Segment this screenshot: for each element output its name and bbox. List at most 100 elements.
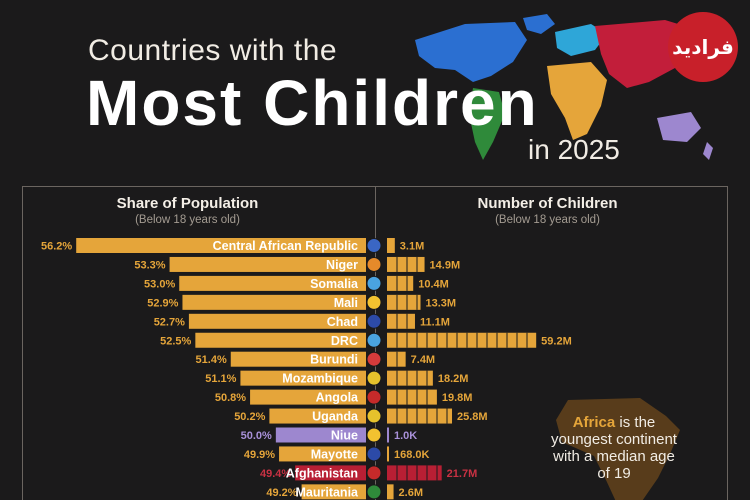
callout-text: is the youngest continent with a median … bbox=[551, 414, 677, 482]
children-value-label: 10.4M bbox=[418, 278, 449, 290]
country-label: Mali bbox=[334, 296, 358, 310]
country-label: Somalia bbox=[310, 277, 359, 291]
map-north-america bbox=[415, 22, 527, 82]
children-bar bbox=[387, 465, 442, 481]
children-bar bbox=[387, 238, 395, 253]
children-bar bbox=[387, 332, 537, 348]
map-south-america bbox=[469, 88, 505, 160]
share-bar bbox=[240, 370, 366, 386]
children-value-label: 18.2M bbox=[438, 373, 469, 385]
right-panel-subtitle: (Below 18 years old) bbox=[495, 214, 600, 226]
share-bar bbox=[76, 238, 366, 253]
country-label: Niger bbox=[326, 258, 358, 272]
children-value-label: 14.9M bbox=[430, 259, 461, 271]
children-bar bbox=[387, 275, 414, 291]
country-label: Angola bbox=[316, 391, 359, 405]
share-value-label: 52.5% bbox=[160, 335, 191, 347]
country-flag-icon bbox=[366, 408, 382, 424]
country-flag-icon bbox=[366, 238, 382, 253]
country-flag-icon bbox=[366, 313, 382, 329]
children-value-label: 59.2M bbox=[541, 335, 572, 347]
country-label: Chad bbox=[327, 315, 358, 329]
map-new-zealand bbox=[703, 142, 713, 160]
share-bar bbox=[301, 484, 366, 500]
country-label: Mayotte bbox=[311, 447, 358, 461]
children-bar bbox=[387, 313, 415, 329]
map-europe bbox=[555, 24, 607, 56]
children-value-label: 25.8M bbox=[457, 411, 488, 423]
children-bar bbox=[387, 427, 389, 443]
share-value-label: 51.4% bbox=[196, 354, 227, 366]
africa-callout: Africa is the youngest continent with a … bbox=[546, 414, 682, 482]
country-label: Mauritania bbox=[295, 485, 359, 499]
africa-silhouette bbox=[556, 398, 680, 500]
share-bar bbox=[295, 465, 366, 481]
country-flag-icon bbox=[366, 351, 382, 367]
map-africa bbox=[547, 62, 607, 140]
country-flag-icon bbox=[366, 389, 382, 405]
share-value-label: 52.9% bbox=[147, 297, 178, 309]
share-value-label: 50.2% bbox=[234, 411, 265, 423]
children-value-label: 1.0K bbox=[394, 430, 417, 442]
callout-highlight: Africa bbox=[572, 414, 616, 431]
share-value-label: 50.8% bbox=[215, 392, 246, 404]
title-line-1: Countries with the bbox=[88, 34, 338, 67]
country-flag-icon bbox=[366, 275, 382, 291]
share-value-label: 50.0% bbox=[241, 430, 272, 442]
country-label: Uganda bbox=[312, 410, 359, 424]
country-flag-icon bbox=[366, 294, 382, 310]
children-bar bbox=[387, 294, 421, 310]
children-bar bbox=[387, 408, 453, 424]
country-label: Afghanistan bbox=[286, 466, 358, 480]
share-bar bbox=[169, 256, 366, 272]
children-bar bbox=[387, 446, 389, 462]
share-value-label: 56.2% bbox=[41, 241, 72, 253]
country-label: Niue bbox=[331, 429, 358, 443]
map-oceania bbox=[657, 112, 701, 142]
map-greenland bbox=[523, 14, 555, 34]
country-flag-icon bbox=[366, 446, 382, 462]
children-value-label: 7.4M bbox=[411, 354, 435, 366]
share-value-label: 49.9% bbox=[244, 449, 275, 461]
share-value-label: 49.2% bbox=[266, 487, 297, 499]
children-bar bbox=[387, 370, 433, 386]
country-label: Mozambique bbox=[282, 372, 358, 386]
header: Countries with the Most Children in 2025… bbox=[0, 0, 750, 182]
country-flag-icon bbox=[366, 370, 382, 386]
share-bar bbox=[188, 313, 366, 329]
children-value-label: 11.1M bbox=[420, 316, 450, 328]
children-value-label: 19.8M bbox=[442, 392, 473, 404]
children-value-label: 21.7M bbox=[447, 468, 478, 480]
share-bar bbox=[275, 427, 366, 443]
children-bar bbox=[387, 389, 437, 405]
share-value-label: 52.7% bbox=[154, 316, 185, 328]
title-line-3: in 2025 bbox=[528, 134, 620, 165]
share-bar bbox=[179, 275, 366, 291]
country-flag-icon bbox=[366, 332, 382, 348]
children-value-label: 168.0K bbox=[394, 449, 430, 461]
share-bar bbox=[230, 351, 366, 367]
children-bar bbox=[387, 256, 425, 272]
country-label: DRC bbox=[331, 334, 358, 348]
share-bar bbox=[195, 332, 366, 348]
children-value-label: 3.1M bbox=[400, 241, 424, 253]
share-value-label: 53.3% bbox=[134, 259, 165, 271]
country-flag-icon bbox=[366, 484, 382, 500]
site-logo[interactable]: فرادید bbox=[668, 12, 738, 82]
left-panel-subtitle: (Below 18 years old) bbox=[135, 214, 240, 226]
country-label: Central African Republic bbox=[213, 239, 358, 253]
country-flag-icon bbox=[366, 465, 382, 481]
children-value-label: 2.6M bbox=[399, 487, 423, 499]
share-bar bbox=[269, 408, 366, 424]
right-panel-title: Number of Children bbox=[477, 195, 618, 212]
share-value-label: 53.0% bbox=[144, 278, 175, 290]
share-value-label: 51.1% bbox=[205, 373, 236, 385]
children-bar bbox=[387, 351, 406, 367]
share-value-label: 49.4% bbox=[260, 468, 291, 480]
share-bar bbox=[250, 389, 366, 405]
share-bar bbox=[279, 446, 366, 462]
title-line-2: Most Children bbox=[86, 67, 539, 139]
share-bar bbox=[182, 294, 366, 310]
children-bar bbox=[387, 484, 394, 500]
